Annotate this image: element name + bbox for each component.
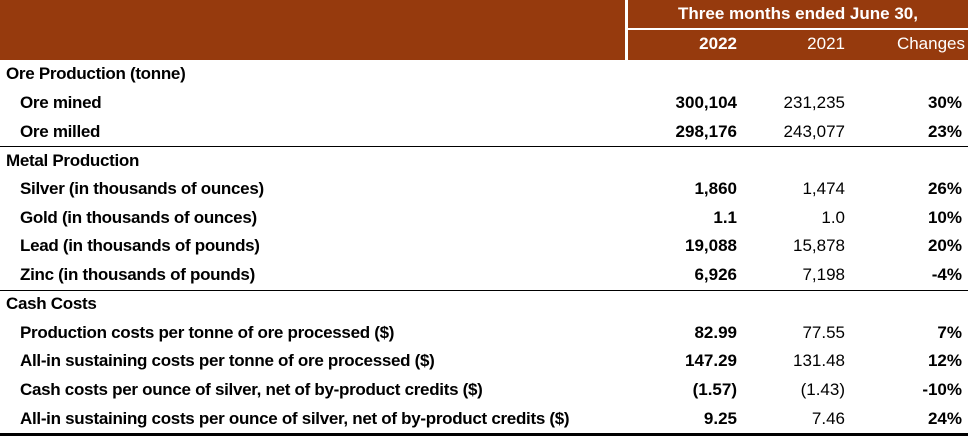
row-label: Production costs per tonne of ore proces… — [20, 322, 395, 342]
row-label: Metal Production — [6, 150, 140, 170]
column-headers: 2022 2021 Changes — [628, 30, 968, 58]
value-change: 12% — [927, 351, 962, 371]
value-2021: 15,878 — [793, 236, 845, 256]
table-row: Ore mined 300,104 231,235 30% — [0, 89, 968, 118]
value-2022: 1,860 — [694, 179, 737, 199]
table-row: Silver (in thousands of ounces) 1,860 1,47… — [0, 175, 968, 204]
section-row: Ore Production (tonne) — [0, 60, 968, 89]
value-2021: 243,077 — [783, 121, 845, 141]
value-change: 20% — [927, 236, 962, 256]
value-2021: 1.0 — [821, 207, 845, 227]
value-change: 30% — [927, 93, 962, 113]
table-row: Cash costs per ounce of silver, net of b… — [0, 376, 968, 405]
value-2021: 231,235 — [783, 93, 845, 113]
value-change: 23% — [927, 121, 962, 141]
value-2022: 6,926 — [694, 265, 737, 285]
row-label: Ore mined — [20, 93, 102, 113]
value-2021: (1.43) — [800, 379, 845, 399]
header-corner-spacer — [0, 0, 625, 60]
table-row: Lead (in thousands of pounds) 19,088 15,87… — [0, 232, 968, 261]
value-change: 26% — [927, 179, 962, 199]
period-group-title: Three months ended June 30, — [628, 0, 968, 30]
value-2022: 19,088 — [685, 236, 737, 256]
value-2021: 77.55 — [802, 322, 845, 342]
row-label: Lead (in thousands of pounds) — [20, 236, 260, 256]
value-2022: 9.25 — [703, 408, 737, 428]
table-body: Ore Production (tonne) Ore mined 300,104 23… — [0, 60, 968, 436]
table-row: Ore milled 298,176 243,077 23% — [0, 117, 968, 146]
value-2021: 131.48 — [793, 351, 845, 371]
section-row: Metal Production — [0, 146, 968, 175]
row-label: Ore Production (tonne) — [6, 64, 186, 84]
row-label: Gold (in thousands of ounces) — [20, 207, 257, 227]
value-2021: 7.46 — [811, 408, 845, 428]
column-header-2022: 2022 — [699, 34, 737, 53]
value-2022: 1.1 — [713, 207, 737, 227]
value-2022: 298,176 — [675, 121, 737, 141]
value-change: -10% — [922, 379, 962, 399]
row-label: Cash costs per ounce of silver, net of b… — [20, 379, 483, 399]
header-vertical-divider — [625, 0, 628, 60]
value-change: 10% — [927, 207, 962, 227]
value-change: 24% — [927, 408, 962, 428]
table-header: Three months ended June 30, 2022 2021 Ch… — [0, 0, 968, 60]
value-2022: (1.57) — [692, 379, 737, 399]
value-2022: 300,104 — [675, 93, 737, 113]
column-header-2021: 2021 — [807, 34, 845, 53]
value-2021: 1,474 — [802, 179, 845, 199]
table-row: Zinc (in thousands of pounds) 6,926 7,198 -… — [0, 261, 968, 290]
section-row: Cash Costs — [0, 289, 968, 319]
row-label: Cash Costs — [6, 294, 97, 314]
table-row: Production costs per tonne of ore proces… — [0, 318, 968, 347]
value-2022: 82.99 — [694, 322, 737, 342]
value-2021: 7,198 — [802, 265, 845, 285]
value-change: 7% — [937, 322, 962, 342]
row-label: All-in sustaining costs per ounce of sil… — [20, 408, 570, 428]
table-row: All-in sustaining costs per tonne of ore… — [0, 347, 968, 376]
row-label: Silver (in thousands of ounces) — [20, 179, 264, 199]
table-row: Gold (in thousands of ounces) 1.1 1.0 10% — [0, 203, 968, 232]
value-change: -4% — [931, 265, 962, 285]
row-label: All-in sustaining costs per tonne of ore… — [20, 351, 435, 371]
row-label: Zinc (in thousands of pounds) — [20, 265, 255, 285]
header-period-group: Three months ended June 30, 2022 2021 Ch… — [628, 0, 968, 60]
column-header-changes: Changes — [896, 34, 965, 53]
table-row: All-in sustaining costs per ounce of sil… — [0, 404, 968, 433]
value-2022: 147.29 — [685, 351, 737, 371]
row-label: Ore milled — [20, 121, 101, 141]
